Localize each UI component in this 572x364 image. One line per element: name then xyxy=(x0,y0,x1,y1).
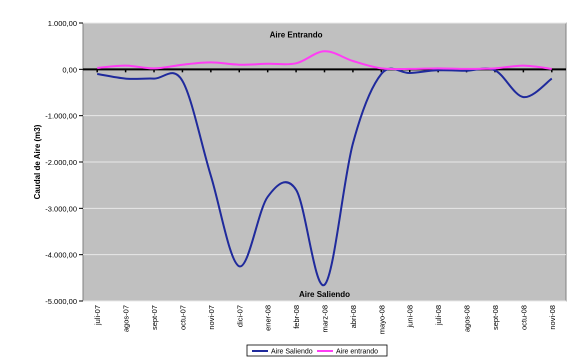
data-point-aire-saliendo xyxy=(210,175,212,177)
x-tick-label: sept-07 xyxy=(150,305,159,330)
y-tick-label: -5.000,00 xyxy=(45,297,77,306)
data-point-aire-saliendo xyxy=(181,80,183,82)
legend-label-aire-saliendo: Aire Saliendo xyxy=(271,349,313,356)
data-point-aire-saliendo xyxy=(352,142,354,144)
data-point-aire-entrando xyxy=(324,50,326,52)
data-point-aire-entrando xyxy=(295,62,297,64)
x-tick-label: febr-08 xyxy=(292,305,301,329)
data-point-aire-entrando xyxy=(437,67,439,69)
x-tick-label: dici-07 xyxy=(235,305,244,327)
x-tick-label: juli-08 xyxy=(434,305,443,326)
y-tick-label: -1.000,00 xyxy=(45,112,77,121)
series-line-aire-saliendo xyxy=(97,67,553,286)
x-tick-label: marz-08 xyxy=(321,305,330,333)
y-tick-label: 0,00 xyxy=(62,65,77,74)
data-point-aire-saliendo xyxy=(96,73,98,75)
data-point-aire-entrando xyxy=(380,67,382,69)
x-tick-label: juli-07 xyxy=(93,305,102,326)
data-point-aire-saliendo xyxy=(466,70,468,72)
y-tick-label: -4.000,00 xyxy=(45,251,77,260)
data-point-aire-entrando xyxy=(551,68,553,70)
data-point-aire-entrando xyxy=(96,67,98,69)
data-point-aire-saliendo xyxy=(409,72,411,74)
data-point-aire-saliendo xyxy=(380,73,382,75)
series-line-aire-entrando xyxy=(97,50,552,71)
data-point-aire-entrando xyxy=(409,68,411,70)
x-tick-label: sept-08 xyxy=(491,305,500,330)
y-tick-label: -3.000,00 xyxy=(45,204,77,213)
data-point-aire-saliendo xyxy=(295,189,297,191)
legend-label-aire-entrando: Aire entrando xyxy=(336,349,378,356)
data-point-aire-saliendo xyxy=(522,96,524,98)
y-tick-label: 1.000,00 xyxy=(48,19,77,28)
x-tick-label: mayo-08 xyxy=(377,305,386,334)
data-point-aire-saliendo xyxy=(267,196,269,198)
data-point-aire-saliendo xyxy=(238,265,240,267)
data-point-aire-entrando xyxy=(466,68,468,70)
data-point-aire-saliendo xyxy=(153,78,155,80)
x-tick-label: novi-08 xyxy=(548,305,557,330)
x-tick-label: novi-07 xyxy=(207,305,216,330)
y-tick-label: -2.000,00 xyxy=(45,158,77,167)
x-tick-label: agos-07 xyxy=(122,305,131,332)
data-point-aire-entrando xyxy=(153,67,155,69)
data-point-aire-entrando xyxy=(125,65,127,67)
data-point-aire-entrando xyxy=(210,61,212,63)
x-tick-label: juni-08 xyxy=(406,305,415,329)
x-tick-label: ener-08 xyxy=(264,305,273,331)
x-tick-label: octu-08 xyxy=(519,305,528,330)
data-point-aire-entrando xyxy=(238,64,240,66)
data-point-aire-saliendo xyxy=(551,78,553,80)
data-point-aire-entrando xyxy=(522,65,524,67)
data-point-aire-entrando xyxy=(181,64,183,66)
data-point-aire-saliendo xyxy=(125,78,127,80)
data-point-aire-saliendo xyxy=(437,69,439,71)
data-point-aire-entrando xyxy=(352,60,354,62)
annotation-label: Aire Saliendo xyxy=(299,290,350,299)
data-point-aire-saliendo xyxy=(324,284,326,286)
data-point-aire-entrando xyxy=(494,67,496,69)
x-tick-label: abri-08 xyxy=(349,305,358,328)
data-point-aire-saliendo xyxy=(494,69,496,71)
x-tick-label: octu-07 xyxy=(178,305,187,330)
annotation-label: Aire Entrando xyxy=(270,31,323,40)
data-point-aire-entrando xyxy=(267,63,269,65)
y-axis-label: Caudal de Aire (m3) xyxy=(33,124,42,199)
x-tick-label: agos-08 xyxy=(463,305,472,332)
